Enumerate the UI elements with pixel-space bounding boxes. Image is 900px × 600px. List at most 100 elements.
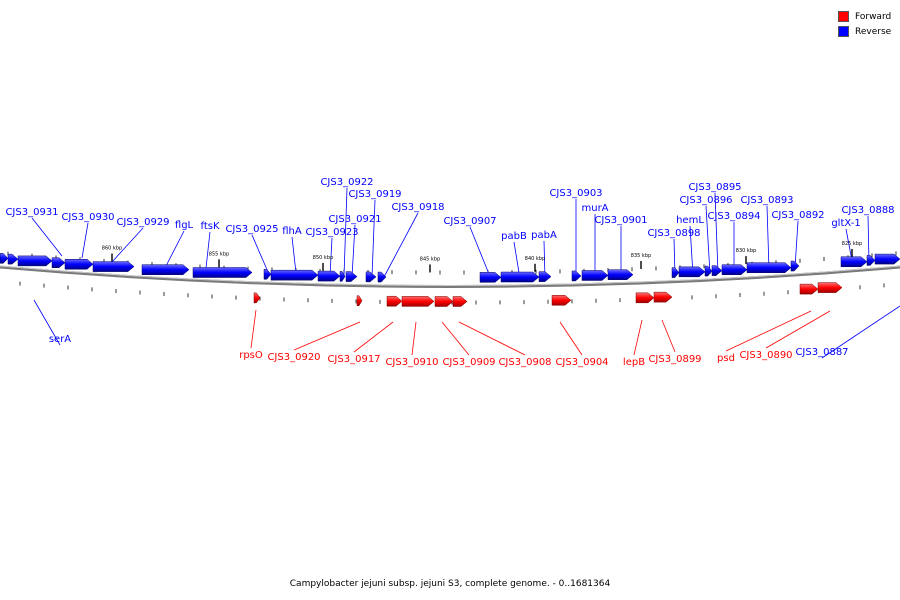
gene-feature[interactable] xyxy=(452,296,468,307)
label-cjs3-0923[interactable]: CJS3_0923 xyxy=(305,227,358,238)
gene-feature[interactable] xyxy=(581,270,609,281)
label-paba[interactable]: pabA xyxy=(531,230,557,241)
leader-cjs3-0890 xyxy=(765,310,831,349)
gene-feature[interactable] xyxy=(17,255,53,267)
leader-flha xyxy=(291,236,297,274)
gene-feature[interactable] xyxy=(7,253,19,265)
label-cjs3-0892[interactable]: CJS3_0892 xyxy=(771,210,824,221)
label-cjs3-0899[interactable]: CJS3_0899 xyxy=(648,354,701,365)
label-cjs3-0910[interactable]: CJS3_0910 xyxy=(385,357,438,368)
label-heml[interactable]: hemL xyxy=(676,215,704,226)
label-pabb[interactable]: pabB xyxy=(501,231,527,242)
scale-label: 845 kbp xyxy=(420,256,440,262)
label-cjs3-0904[interactable]: CJS3_0904 xyxy=(555,357,608,368)
gene-feature[interactable] xyxy=(678,266,706,278)
gene-feature[interactable] xyxy=(345,271,358,282)
gene-feature[interactable] xyxy=(635,292,655,304)
label-cjs3-0909[interactable]: CJS3_0909 xyxy=(442,357,495,368)
label-cjs3-0908[interactable]: CJS3_0908 xyxy=(498,357,551,368)
gene-feature[interactable] xyxy=(799,283,819,295)
gene-feature[interactable] xyxy=(51,257,66,268)
label-psd[interactable]: psd xyxy=(717,353,735,364)
gene-feature[interactable] xyxy=(434,296,454,307)
label-cjs3-0898[interactable]: CJS3_0898 xyxy=(647,228,700,239)
label-cjs3-0930[interactable]: CJS3_0930 xyxy=(61,212,114,223)
gene-feature[interactable] xyxy=(866,255,876,266)
label-cjs3-0895[interactable]: CJS3_0895 xyxy=(688,182,741,193)
label-rpso[interactable]: rpsO xyxy=(239,350,263,361)
gene-feature[interactable] xyxy=(356,295,363,306)
label-cjs3-0918[interactable]: CJS3_0918 xyxy=(391,202,444,213)
leader-cjs3-0929 xyxy=(111,227,144,263)
gene-feature[interactable] xyxy=(64,258,94,270)
leader-psd xyxy=(725,310,812,352)
scale-label: 830 kbp xyxy=(736,248,756,254)
label-cjs3-0920[interactable]: CJS3_0920 xyxy=(267,352,320,363)
label-sera[interactable]: serA xyxy=(49,334,71,345)
scale-labels: 860 kbp 855 kbp 850 kbp 845 kbp 840 kbp 835 k… xyxy=(102,241,862,263)
gene-feature[interactable] xyxy=(790,260,800,272)
gene-feature[interactable] xyxy=(270,269,319,281)
gene-feature[interactable] xyxy=(671,267,680,278)
label-cjs3-0922[interactable]: CJS3_0922 xyxy=(320,177,373,188)
label-cjs3-0901[interactable]: CJS3_0901 xyxy=(594,215,647,226)
label-cjs3-0929[interactable]: CJS3_0929 xyxy=(116,217,169,228)
gene-feature[interactable] xyxy=(401,296,435,307)
gene-feature[interactable] xyxy=(365,271,377,283)
gene-feature[interactable] xyxy=(192,267,253,278)
genome-backbone-highlight xyxy=(0,265,900,286)
label-cjs3-0890[interactable]: CJS3_0890 xyxy=(739,350,792,361)
leader-cjs3-0892 xyxy=(794,220,799,269)
gene-feature[interactable] xyxy=(339,271,346,282)
gene-feature[interactable] xyxy=(711,265,723,276)
forward-swatch xyxy=(838,11,849,22)
gene-feature[interactable] xyxy=(551,295,572,306)
leader-lepb xyxy=(633,319,643,356)
label-flgl[interactable]: flgL xyxy=(175,220,194,231)
gene-feature[interactable] xyxy=(840,256,868,268)
leader-cjs3-0887 xyxy=(821,305,900,359)
gene-feature[interactable] xyxy=(607,269,634,280)
gene-feature[interactable] xyxy=(317,270,341,282)
label-cjs3-0903[interactable]: CJS3_0903 xyxy=(549,188,602,199)
gene-feature[interactable] xyxy=(253,292,261,304)
label-lepb[interactable]: lepB xyxy=(623,357,645,368)
label-cjs3-0925[interactable]: CJS3_0925 xyxy=(225,224,278,235)
gene-feature[interactable] xyxy=(538,271,552,282)
gene-feature[interactable] xyxy=(377,271,387,283)
leader-cjs3-0908 xyxy=(458,321,526,356)
label-cjs3-0887[interactable]: CJS3_0887 xyxy=(795,347,848,358)
label-mura[interactable]: murA xyxy=(581,203,608,214)
gene-feature[interactable] xyxy=(0,253,9,264)
label-ftsk[interactable]: ftsK xyxy=(200,221,219,232)
label-cjs3-0894[interactable]: CJS3_0894 xyxy=(707,211,760,222)
leader-cjs3-0895 xyxy=(714,192,719,274)
label-gltx-1[interactable]: gltX-1 xyxy=(831,218,860,229)
gene-feature[interactable] xyxy=(386,295,403,307)
gene-feature[interactable] xyxy=(817,282,843,293)
leader-cjs3-0921 xyxy=(351,224,356,278)
leader-cjs3-0923 xyxy=(329,237,333,277)
gene-feature[interactable] xyxy=(653,291,673,303)
label-cjs3-0931[interactable]: CJS3_0931 xyxy=(5,207,58,218)
label-cjs3-0921[interactable]: CJS3_0921 xyxy=(328,214,381,225)
label-cjs3-0893[interactable]: CJS3_0893 xyxy=(740,195,793,206)
label-flha[interactable]: flhA xyxy=(282,226,302,237)
gene-feature[interactable] xyxy=(479,272,502,283)
gene-feature[interactable] xyxy=(704,265,713,277)
gene-feature[interactable] xyxy=(571,270,582,282)
gene-feature[interactable] xyxy=(721,264,748,275)
label-cjs3-0917[interactable]: CJS3_0917 xyxy=(327,354,380,365)
gene-feature[interactable] xyxy=(874,253,900,265)
gene-feature[interactable] xyxy=(500,271,540,283)
label-cjs3-0907[interactable]: CJS3_0907 xyxy=(443,216,496,227)
legend-item-reverse: Reverse xyxy=(838,24,900,39)
gene-feature[interactable] xyxy=(92,261,135,272)
gene-feature[interactable] xyxy=(141,264,190,275)
label-cjs3-0919[interactable]: CJS3_0919 xyxy=(348,189,401,200)
label-cjs3-0888[interactable]: CJS3_0888 xyxy=(841,205,894,216)
gene-feature[interactable] xyxy=(746,262,792,273)
gene-feature[interactable] xyxy=(263,269,272,280)
label-cjs3-0896[interactable]: CJS3_0896 xyxy=(679,195,732,206)
